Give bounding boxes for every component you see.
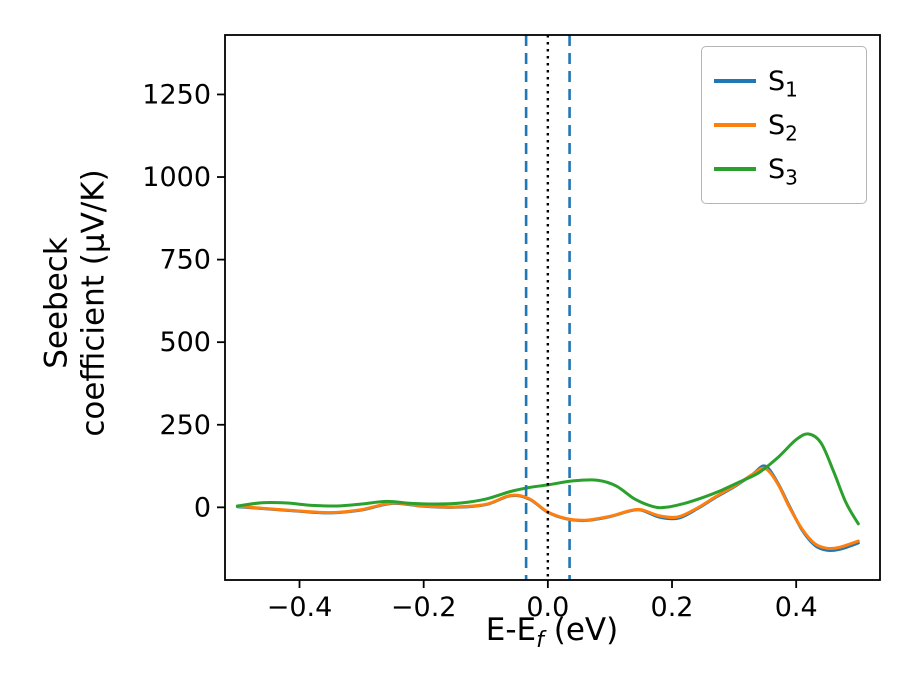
x-tick-label: −0.2 (391, 592, 457, 623)
x-tick-label: 0.0 (526, 592, 569, 623)
plot-border (224, 34, 881, 581)
y-tick-label: 500 (159, 327, 211, 358)
y-axis-label-line1: Seebeck (38, 237, 75, 369)
legend-line-s3 (714, 167, 756, 171)
legend-line-s1 (714, 79, 756, 83)
x-tick-label: −0.4 (267, 592, 333, 623)
legend-label-s2: S2 (768, 109, 798, 145)
legend-label-s3: S3 (768, 153, 798, 189)
legend-item-s2: S2 (714, 103, 852, 147)
reference-vlines (524, 35, 571, 580)
x-tick-label: 0.2 (651, 592, 694, 623)
y-axis-ticks: 0 250 500 750 1000 1250 (142, 79, 225, 523)
legend-label-s1: S1 (768, 65, 798, 101)
y-tick-label: 1250 (142, 79, 211, 110)
y-tick-label: 1000 (142, 162, 211, 193)
series-line-s1 (235, 464, 860, 553)
x-axis-label-unit: (eV) (543, 612, 619, 648)
x-axis-label: E-Ef (eV) (485, 612, 619, 652)
legend: S1 S2 S3 (701, 46, 867, 204)
x-tick-label: 0.4 (775, 592, 818, 623)
y-tick-label: 250 (159, 410, 211, 441)
y-axis-label-line2: coefficient (μV/K) (75, 169, 111, 437)
legend-line-s2 (714, 123, 756, 127)
series-line-s3 (235, 432, 860, 526)
legend-item-s1: S1 (714, 59, 852, 103)
legend-item-s3: S3 (714, 147, 852, 191)
x-axis-label-subscript: f (536, 628, 544, 654)
x-axis-label-main: E-E (485, 612, 537, 648)
series-lines (235, 432, 860, 553)
y-tick-label: 750 (159, 245, 211, 276)
y-tick-label: 0 (194, 492, 211, 523)
x-axis-ticks: −0.4 −0.2 0.0 0.2 0.4 (267, 580, 818, 623)
y-axis-label: Seebeck coefficient (μV/K) (38, 169, 111, 436)
series-line-s2 (235, 466, 860, 551)
